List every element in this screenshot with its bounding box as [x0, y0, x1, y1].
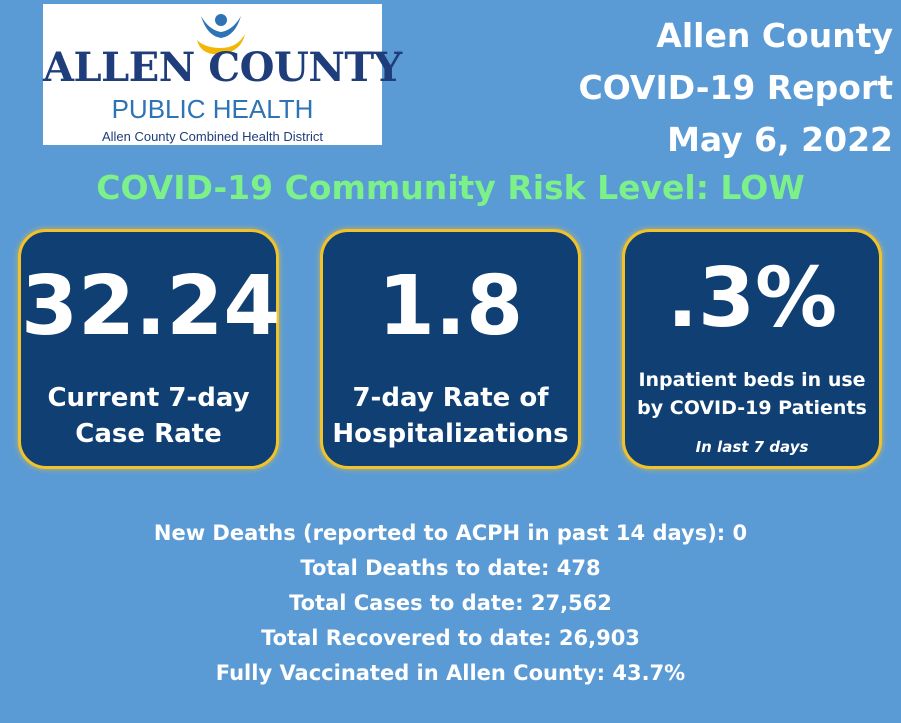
logo-tagline: Allen County Combined Health District — [101, 129, 324, 144]
hospitalization-rate-card: 1.8 7-day Rate of Hospitalizations — [320, 229, 581, 469]
case-rate-value: 32.24 — [21, 259, 281, 354]
summary-stats: New Deaths (reported to ACPH in past 14 … — [0, 516, 901, 691]
inpatient-beds-card: .3% Inpatient beds in use by COVID-19 Pa… — [622, 229, 882, 469]
report-name: COVID-19 Report — [578, 68, 893, 107]
report-date: May 6, 2022 — [667, 120, 893, 159]
case-rate-label-line2: Case Rate — [75, 419, 222, 449]
inpatient-beds-label-line1: Inpatient beds in use — [638, 369, 866, 391]
logo: ALLEN COUNTY PUBLIC HEALTH Allen County … — [43, 4, 402, 145]
hospitalization-rate-label: 7-day Rate of Hospitalizations — [323, 380, 578, 452]
report-header: Allen County COVID-19 Report May 6, 2022 — [579, 10, 893, 166]
inpatient-beds-value: .3% — [666, 251, 838, 346]
logo-subtitle: PUBLIC HEALTH — [111, 94, 314, 124]
community-risk-level: COVID-19 Community Risk Level: LOW — [96, 168, 805, 207]
case-rate-card: 32.24 Current 7-day Case Rate — [18, 229, 281, 469]
case-rate-label: Current 7-day Case Rate — [21, 380, 276, 452]
stat-total-deaths: Total Deaths to date: 478 — [300, 556, 601, 580]
hospitalization-rate-label-line1: 7-day Rate of — [352, 383, 549, 413]
inpatient-beds-label-line2: by COVID-19 Patients — [637, 397, 867, 419]
case-rate-label-line1: Current 7-day — [47, 383, 250, 413]
logo-title: ALLEN COUNTY — [43, 44, 402, 91]
stat-total-cases: Total Cases to date: 27,562 — [289, 591, 612, 615]
stat-fully-vaccinated: Fully Vaccinated in Allen County: 43.7% — [215, 661, 686, 685]
hospitalization-rate-value: 1.8 — [377, 259, 524, 354]
county-name: Allen County — [656, 16, 893, 55]
inpatient-beds-note: In last 7 days — [695, 438, 809, 456]
inpatient-beds-label: Inpatient beds in use by COVID-19 Patien… — [625, 366, 879, 422]
stat-total-recovered: Total Recovered to date: 26,903 — [261, 626, 640, 650]
person-figure-icon — [197, 14, 245, 55]
stat-new-deaths: New Deaths (reported to ACPH in past 14 … — [153, 521, 748, 545]
hospitalization-rate-label-line2: Hospitalizations — [332, 419, 569, 449]
